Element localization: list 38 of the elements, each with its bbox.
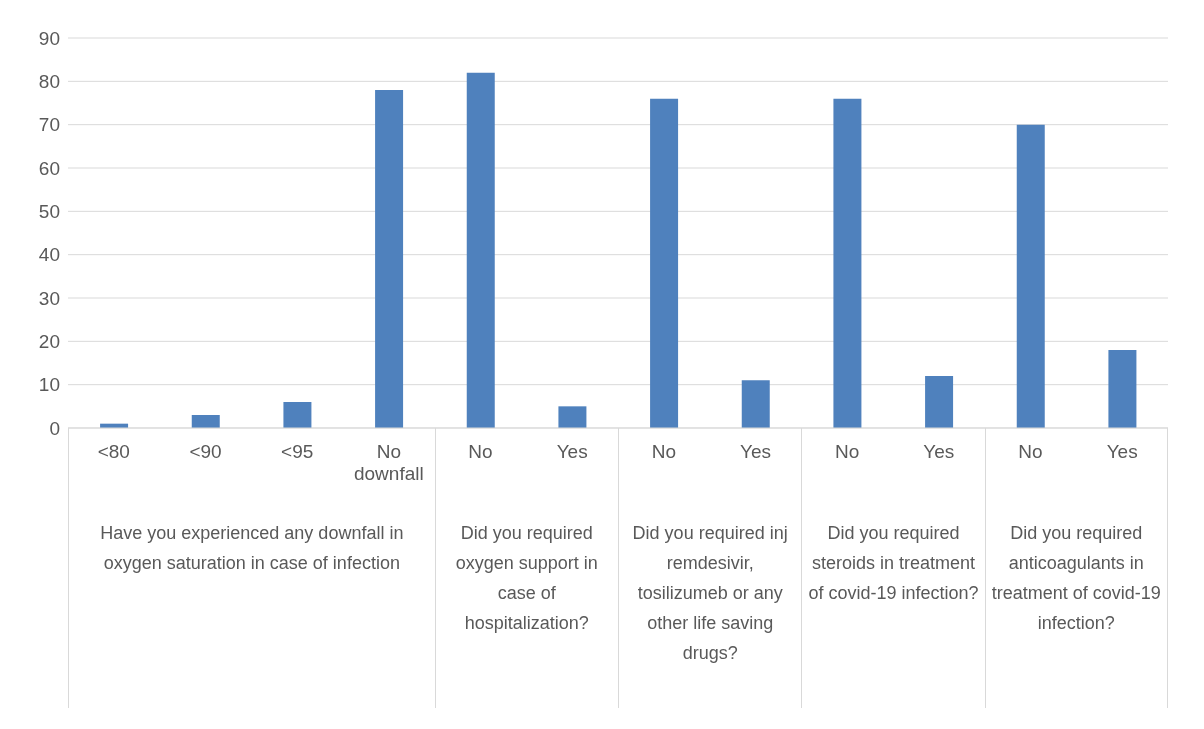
text: Did you required steroids in treatment of covid-19 infection? bbox=[807, 522, 980, 605]
x-tick-label: Yes bbox=[923, 441, 955, 462]
bar bbox=[283, 402, 312, 428]
text: Did you required anticoagulants in treatment of covid-19 infection? bbox=[990, 522, 1162, 635]
bar bbox=[833, 98, 862, 428]
y-tick-label: 50 bbox=[38, 201, 60, 223]
y-tick-label: 90 bbox=[38, 27, 60, 49]
bar bbox=[925, 376, 954, 428]
y-tick-label: 0 bbox=[49, 417, 60, 439]
y-tick-label: 70 bbox=[38, 114, 60, 136]
x-tick-label: <90 bbox=[189, 441, 222, 462]
bar bbox=[1016, 124, 1045, 428]
x-tick-label: No bbox=[835, 441, 860, 462]
x-tick-label: No downfall bbox=[353, 441, 424, 484]
x-tick-label: No bbox=[651, 441, 676, 462]
x-tick-label: <80 bbox=[97, 441, 130, 462]
x-tick-label: Yes bbox=[556, 441, 588, 462]
text: Have you experienced any downfall in oxygen saturation in case of infection bbox=[99, 522, 405, 575]
y-tick-label: 80 bbox=[38, 71, 60, 93]
bar bbox=[1108, 350, 1137, 428]
x-tick-label: Yes bbox=[740, 441, 771, 462]
text: Did you required oxygen support in case of hospitalization? bbox=[454, 522, 599, 635]
x-tick-label: No bbox=[1018, 441, 1043, 462]
bar bbox=[558, 406, 587, 428]
bar bbox=[466, 72, 495, 428]
bar bbox=[650, 98, 679, 428]
bar bbox=[375, 90, 404, 428]
y-tick-label: 30 bbox=[38, 287, 60, 309]
y-tick-label: 10 bbox=[38, 374, 60, 396]
y-tick-label: 60 bbox=[38, 157, 60, 179]
bar bbox=[741, 380, 770, 428]
x-tick-label: No bbox=[468, 441, 493, 462]
bar bbox=[191, 415, 220, 428]
text: Did you required inj remdesivir, tosilizumeb or any other life saving drugs? bbox=[631, 522, 789, 665]
y-tick-label: 40 bbox=[38, 244, 60, 266]
x-tick-label: Yes bbox=[1106, 441, 1138, 462]
x-tick-label: <95 bbox=[281, 441, 314, 462]
y-tick-label: 20 bbox=[38, 331, 60, 353]
